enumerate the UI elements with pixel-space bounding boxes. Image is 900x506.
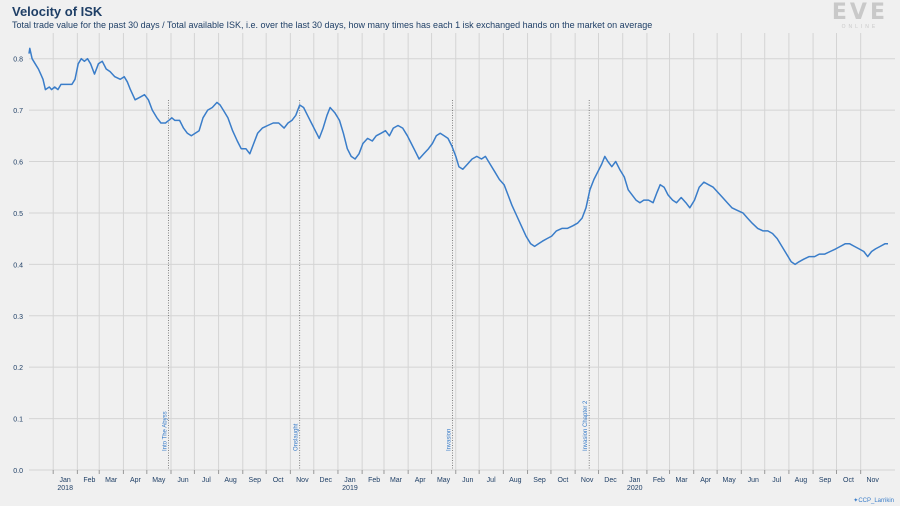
x-tick-label: Aug <box>509 477 522 484</box>
x-tick-label: May <box>152 477 166 484</box>
x-tick-label: Jan <box>629 477 640 484</box>
x-year-label: 2019 <box>342 485 358 492</box>
x-tick-label: Sep <box>819 477 832 484</box>
x-tick-label: Jan <box>344 477 355 484</box>
y-tick-label: 0.1 <box>13 417 23 424</box>
x-tick-label: Jul <box>487 477 496 484</box>
x-tick-label: Apr <box>130 477 142 484</box>
author-credit-text: CCP_Larrikin <box>858 498 894 504</box>
x-tick-label: Oct <box>843 477 854 484</box>
y-tick-label: 0.7 <box>13 108 23 115</box>
series-layer <box>28 47 888 266</box>
x-tick-label: Apr <box>700 477 712 484</box>
x-tick-label: Dec <box>604 477 617 484</box>
x-tick-label: Apr <box>415 477 427 484</box>
x-tick-label: May <box>437 477 451 484</box>
x-year-label: 2020 <box>627 485 643 492</box>
y-tick-label: 0.4 <box>13 262 23 269</box>
y-tick-label: 0.0 <box>13 468 23 475</box>
author-credit: ✦CCP_Larrikin <box>853 497 894 504</box>
x-tick-label: Jun <box>177 477 188 484</box>
x-tick-label: Aug <box>224 477 237 484</box>
x-year-label: 2018 <box>57 485 73 492</box>
x-tick-label: Aug <box>795 477 808 484</box>
event-label: Into The Abyss <box>163 411 169 451</box>
x-tick-label: Sep <box>533 477 546 484</box>
x-tick-label: Nov <box>866 477 879 484</box>
x-tick-label: Oct <box>557 477 568 484</box>
y-tick-label: 0.5 <box>13 211 23 218</box>
y-tick-label: 0.3 <box>13 314 23 321</box>
series-line <box>28 47 888 266</box>
x-tick-label: Jun <box>462 477 473 484</box>
x-tick-label: Oct <box>273 477 284 484</box>
x-tick-label: May <box>723 477 737 484</box>
y-tick-label: 0.6 <box>13 160 23 167</box>
y-tick-label: 0.8 <box>13 57 23 64</box>
x-tick-label: Dec <box>320 477 333 484</box>
grid <box>29 33 895 474</box>
x-tick-label: Jul <box>772 477 781 484</box>
x-tick-label: Jun <box>748 477 759 484</box>
event-label: Invasion <box>447 429 453 451</box>
x-tick-label: Mar <box>390 477 403 484</box>
chart-subtitle: Total trade value for the past 30 days /… <box>12 20 653 30</box>
x-tick-label: Mar <box>105 477 118 484</box>
x-tick-label: Feb <box>368 477 380 484</box>
eve-online-logo: EVE ONLINE <box>831 0 888 31</box>
chart-title: Velocity of ISK <box>12 4 103 19</box>
logo-sub-text: ONLINE <box>841 24 879 30</box>
x-tick-label: Sep <box>249 477 262 484</box>
x-tick-label: Mar <box>675 477 688 484</box>
x-tick-label: Nov <box>581 477 594 484</box>
x-tick-label: Feb <box>83 477 95 484</box>
event-label: Onslaught <box>294 423 300 451</box>
event-markers: Into The Abyss Onslaught Invasion Invasion … <box>163 100 590 470</box>
x-tick-label: Feb <box>653 477 665 484</box>
x-tick-label: Jul <box>202 477 211 484</box>
x-tick-label: Nov <box>296 477 309 484</box>
twitter-icon: ✦ <box>853 498 859 504</box>
y-tick-label: 0.2 <box>13 365 23 372</box>
logo-main-text: EVE <box>831 0 888 25</box>
event-label: Invasion Chapter 2 <box>583 400 589 451</box>
x-tick-label: Jan <box>60 477 71 484</box>
